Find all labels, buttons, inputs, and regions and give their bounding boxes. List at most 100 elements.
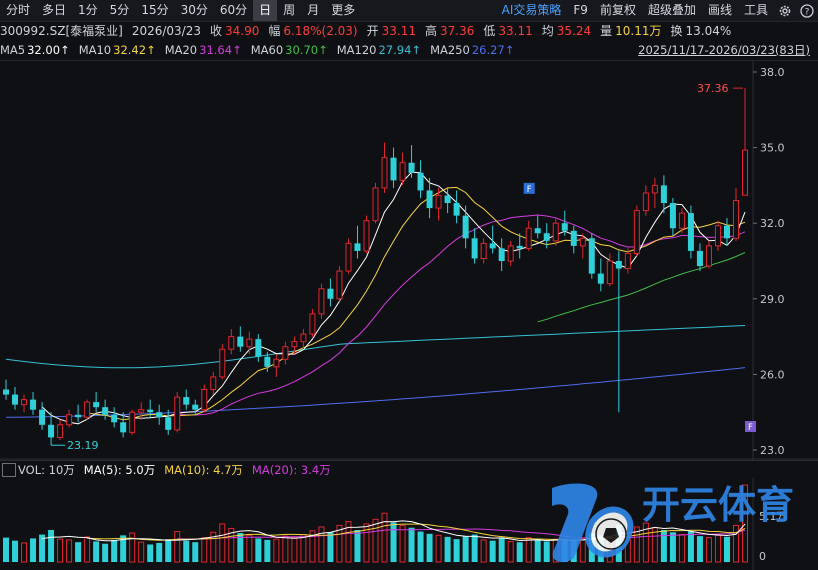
candle-body (372, 187, 379, 222)
ma250-line (6, 367, 746, 418)
volume-bar (399, 524, 406, 563)
volume-settings-box[interactable] (2, 463, 16, 477)
candle-body (507, 245, 514, 262)
volume-bar (57, 538, 64, 563)
toolbar-right-item-1[interactable]: F9 (573, 3, 588, 17)
candle-body (543, 233, 550, 241)
low-value: 33.11 (498, 24, 533, 38)
f-marker-top (523, 182, 535, 194)
avg-value: 35.24 (556, 24, 592, 38)
candle-body (300, 333, 307, 343)
period-tab-9[interactable]: 月 (307, 3, 320, 17)
ma-label-ma60: MA60 (250, 43, 284, 57)
candle-body (516, 245, 523, 249)
volume-value: 10.11万 (615, 24, 662, 38)
candle-body (291, 341, 298, 348)
ma-label-ma10: MA10 (78, 43, 112, 57)
avg-label: 均 (541, 24, 554, 38)
volume-bar (480, 539, 487, 563)
ma-arrow-ma60: ↑ (318, 43, 328, 57)
volume-bar (309, 530, 316, 563)
period-tab-6[interactable]: 60分 (219, 3, 248, 17)
volume-bar (498, 538, 505, 562)
period-tab-10[interactable]: 更多 (331, 3, 356, 17)
period-tab-4[interactable]: 15分 (141, 3, 169, 17)
period-tab-3[interactable]: 5分 (109, 3, 130, 17)
ma-arrow-ma120: ↑ (411, 43, 422, 57)
candle-body (552, 222, 559, 242)
toolbar-right-item-2[interactable]: 前复权 (599, 3, 636, 17)
volume-bar (75, 542, 82, 562)
ma5-line (41, 171, 746, 425)
toolbar-right-item-4[interactable]: 画线 (707, 3, 732, 17)
toolbar-right-item-3[interactable]: 超级叠加 (647, 3, 696, 17)
candle-body (381, 157, 388, 189)
candle-body (210, 376, 217, 391)
volume-bar (318, 526, 325, 563)
period-tab-5[interactable]: 30分 (180, 3, 208, 17)
ma-label-ma250: MA250 (430, 43, 470, 57)
ma-value-ma10: 32.42 (113, 43, 147, 57)
turnover-label: 换 (670, 24, 683, 38)
vol-ma5: MA(5): 5.0万 (83, 463, 156, 477)
period-tab-8[interactable]: 周 (283, 3, 296, 17)
volume-bar (3, 537, 9, 562)
candle-body (696, 250, 703, 267)
candle-body (57, 424, 64, 438)
candle-body (255, 339, 262, 357)
ma-value-ma60: 30.70 (285, 43, 319, 57)
ma-label-ma20: MA20 (164, 43, 198, 57)
toolbar-right-item-5[interactable]: 工具 (743, 3, 768, 17)
volume-bar (66, 539, 73, 563)
candle-body (93, 402, 100, 408)
volume-chart[interactable]: 5.1万 0 (0, 478, 818, 570)
candle-body (444, 195, 451, 204)
volume-bar (129, 532, 136, 563)
date-range[interactable]: 2025/11/17-2026/03/23(83日) (638, 43, 810, 57)
gear-icon[interactable] (777, 3, 793, 19)
volume-bar (453, 539, 460, 562)
period-tab-2[interactable]: 1分 (78, 3, 98, 17)
period-tab-0[interactable]: 分时 (6, 3, 31, 17)
candle-body (102, 407, 109, 415)
open-value: 33.11 (381, 24, 416, 38)
candle-body (498, 248, 505, 261)
volume-bar (30, 538, 37, 562)
turnover-value: 13.04% (685, 24, 732, 38)
volume-bar (435, 534, 442, 563)
candle-body (237, 336, 244, 347)
candle-body (570, 230, 577, 246)
ma60-line (537, 252, 746, 323)
ma-arrow-ma250: ↑ (504, 43, 515, 57)
candle-body (426, 190, 433, 209)
volume-bar (408, 527, 415, 562)
candle-body (21, 399, 28, 406)
period-tab-7[interactable]: 日 (253, 0, 278, 21)
volume-bar (300, 534, 307, 563)
candle-body (336, 270, 343, 300)
candle-body (390, 157, 397, 181)
candle-body (399, 162, 406, 181)
volume-bar (696, 536, 703, 562)
help-icon[interactable]: ? (799, 3, 815, 19)
candle-body (309, 313, 316, 335)
volume-bar (534, 539, 541, 562)
ma-arrow-ma20: ↑ (232, 43, 242, 57)
toolbar-right-item-0[interactable]: AI交易策略 (501, 3, 562, 17)
ma10-line (87, 186, 746, 421)
candle-body (561, 223, 568, 231)
candle-body (615, 261, 622, 269)
candle-body (732, 200, 739, 239)
candle-body (651, 184, 658, 194)
ma-value-ma20: 31.64 (199, 43, 233, 57)
volume-bar (543, 541, 550, 562)
candlestick-chart[interactable]: 38.0 35.0 32.0 29.0 26.0 23.0 37.36 23.19 F F (0, 61, 818, 460)
period-tab-1[interactable]: 多日 (42, 3, 67, 17)
open-label: 开 (366, 24, 379, 38)
high-value: 37.36 (439, 24, 475, 38)
candle-body (525, 227, 532, 249)
candle-body (471, 238, 478, 259)
candle-body (138, 409, 145, 413)
candle-body (30, 399, 37, 410)
volume-axis-top-label: 5.1万 (759, 510, 788, 523)
